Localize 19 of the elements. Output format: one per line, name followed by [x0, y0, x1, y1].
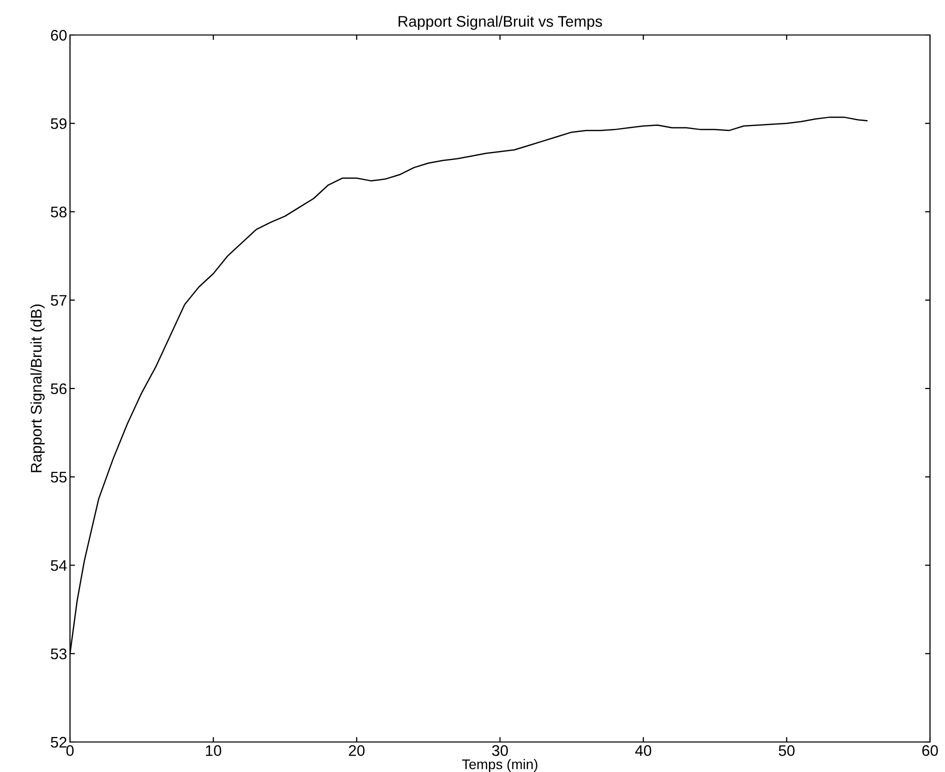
x-tick-label: 20: [348, 745, 365, 756]
y-tick-label: 58: [50, 206, 67, 218]
x-tick-label: 30: [492, 745, 508, 756]
y-tick-label: 60: [51, 30, 67, 41]
x-axis-title: Temps (min): [462, 759, 538, 772]
y-tick-label: 54: [50, 560, 67, 571]
y-tick-label: 57: [50, 295, 66, 306]
x-tick-label: 0: [66, 745, 74, 756]
x-tick-label: 10: [206, 745, 222, 756]
x-tick-label: 60: [922, 745, 938, 756]
y-tick-label: 52: [50, 736, 66, 748]
y-tick-label: 55: [50, 472, 67, 483]
x-tick-label: 40: [635, 745, 652, 756]
y-tick-label: 56: [50, 383, 67, 394]
x-tick-label: 50: [778, 745, 795, 756]
y-axis-title: Rapport Signal/Bruit (dB): [30, 304, 45, 472]
y-tick-label: 59: [50, 118, 66, 130]
chart-title: Rapport Signal/Bruit vs Temps: [398, 16, 602, 30]
y-tick-label: 53: [50, 648, 67, 660]
